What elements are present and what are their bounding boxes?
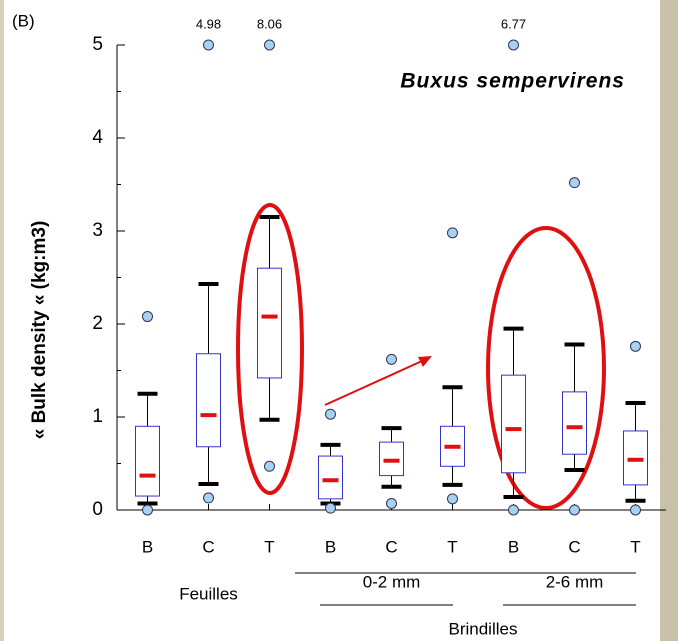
group-label: 2-6 mm <box>546 572 604 591</box>
box <box>257 267 282 379</box>
offscale-label: 6.77 <box>501 16 526 31</box>
y-axis-label: « Bulk density « (kg:m3) <box>29 221 50 440</box>
supergroup-label: Brindilles <box>449 619 518 638</box>
panel <box>4 0 660 641</box>
x-tick-label: C <box>568 537 580 556</box>
x-tick-label: B <box>325 537 336 556</box>
outlier <box>386 497 397 509</box>
offscale-label: 4.98 <box>196 16 221 31</box>
x-tick-label: C <box>202 537 214 556</box>
outlier <box>203 492 214 504</box>
chart-title: Buxus sempervirens <box>400 70 625 93</box>
panel-label: (B) <box>12 11 35 30</box>
outlier <box>142 311 153 323</box>
group-label: 0-2 mm <box>363 572 421 591</box>
outlier <box>447 227 458 239</box>
box <box>135 425 160 497</box>
y-tick-label: 1 <box>92 406 103 427</box>
y-tick-label: 4 <box>92 127 103 148</box>
outlier <box>508 504 519 516</box>
x-tick-label: T <box>447 537 457 556</box>
y-tick-label: 3 <box>92 220 103 241</box>
x-tick-label: B <box>142 537 153 556</box>
x-tick-label: C <box>385 537 397 556</box>
offscale-outlier <box>508 39 519 51</box>
offscale-outlier <box>264 39 275 51</box>
outlier <box>569 504 580 516</box>
outlier <box>447 493 458 505</box>
outlier <box>386 353 397 365</box>
offscale-label: 8.06 <box>257 16 282 31</box>
outlier <box>630 504 641 516</box>
y-tick-label: 2 <box>92 313 103 334</box>
y-tick-label: 5 <box>92 34 103 55</box>
highlight-ellipse <box>486 226 606 510</box>
outlier <box>569 177 580 189</box>
box <box>196 353 221 448</box>
group-label: Feuilles <box>179 584 238 603</box>
arrow-head <box>418 356 432 367</box>
y-tick-label: 0 <box>92 499 103 520</box>
outlier <box>264 460 275 472</box>
x-tick-label: T <box>630 537 640 556</box>
trend-arrow <box>324 360 423 406</box>
outlier <box>325 502 336 514</box>
x-tick-label: T <box>264 537 274 556</box>
x-tick-label: B <box>508 537 519 556</box>
offscale-outlier <box>203 39 214 51</box>
outlier <box>325 408 336 420</box>
highlight-ellipse <box>236 203 304 495</box>
box <box>562 391 587 455</box>
outlier <box>142 504 153 516</box>
box <box>501 374 526 474</box>
box <box>318 455 343 500</box>
outlier <box>630 340 641 352</box>
